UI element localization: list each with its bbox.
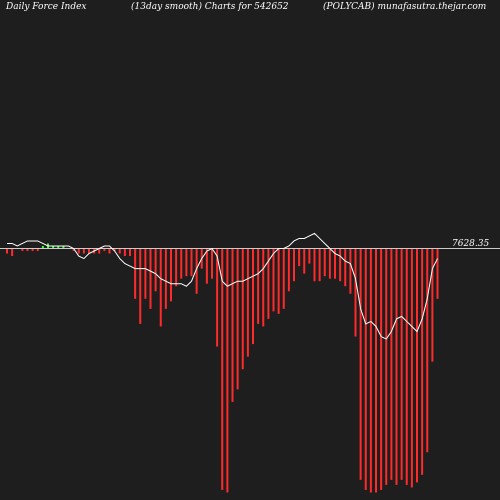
bar bbox=[205, 248, 208, 284]
bar bbox=[175, 248, 178, 287]
bar bbox=[21, 248, 24, 252]
bar bbox=[31, 248, 34, 252]
bar bbox=[323, 248, 326, 277]
bar bbox=[416, 248, 418, 483]
bar bbox=[52, 245, 55, 249]
bar bbox=[98, 248, 101, 254]
bar bbox=[257, 248, 260, 324]
bar bbox=[170, 248, 172, 302]
zero-line-label: 7628.35 bbox=[452, 239, 489, 249]
bar bbox=[380, 248, 383, 490]
header-center: (13day smooth) Charts for 542652 bbox=[131, 2, 289, 12]
bar bbox=[293, 248, 295, 282]
bar bbox=[313, 248, 316, 282]
bar bbox=[426, 248, 429, 453]
bar bbox=[354, 248, 357, 337]
bar bbox=[318, 248, 321, 282]
bar bbox=[282, 248, 285, 309]
chart-header: Daily Force Index (13day smooth) Charts … bbox=[0, 2, 500, 16]
bar bbox=[113, 248, 116, 252]
bar bbox=[108, 248, 111, 254]
bar bbox=[246, 248, 249, 357]
bar bbox=[211, 248, 213, 279]
bar bbox=[375, 248, 377, 493]
bar bbox=[41, 245, 44, 249]
bar bbox=[185, 248, 188, 277]
bar bbox=[159, 248, 162, 327]
bar bbox=[88, 248, 90, 254]
header-right: (POLYCAB) munafasutra.thejar.com bbox=[323, 2, 487, 12]
bar bbox=[364, 248, 367, 490]
bar bbox=[195, 248, 198, 294]
bar bbox=[226, 248, 229, 493]
bar bbox=[57, 245, 60, 249]
bar bbox=[400, 248, 403, 480]
bar bbox=[421, 248, 424, 475]
bar bbox=[62, 245, 65, 249]
bar bbox=[369, 248, 372, 493]
bar bbox=[134, 248, 137, 299]
bar-series bbox=[6, 243, 439, 493]
bar bbox=[11, 248, 14, 257]
bar bbox=[36, 248, 39, 252]
bar bbox=[359, 248, 362, 480]
bar bbox=[334, 248, 336, 279]
bar bbox=[262, 248, 265, 327]
bar bbox=[149, 248, 152, 309]
bar bbox=[272, 248, 275, 312]
bar bbox=[241, 248, 244, 370]
bar bbox=[349, 248, 352, 294]
bar bbox=[103, 248, 106, 252]
bar bbox=[267, 248, 270, 319]
bar bbox=[82, 248, 85, 254]
bar bbox=[395, 248, 398, 485]
bar bbox=[385, 248, 388, 485]
bar bbox=[144, 248, 147, 299]
bar bbox=[180, 248, 183, 279]
bar bbox=[26, 248, 29, 252]
bar bbox=[190, 248, 193, 277]
bar bbox=[164, 248, 167, 309]
bar bbox=[303, 248, 306, 274]
bar bbox=[298, 248, 301, 267]
bar bbox=[277, 248, 280, 314]
bar bbox=[72, 248, 75, 252]
bar bbox=[287, 248, 290, 292]
bar bbox=[6, 248, 8, 254]
bar bbox=[431, 248, 434, 362]
bar bbox=[118, 248, 121, 254]
bar bbox=[339, 248, 342, 282]
bar bbox=[390, 248, 393, 480]
bar bbox=[231, 248, 234, 402]
bar bbox=[123, 248, 126, 257]
bar bbox=[216, 248, 219, 347]
bar bbox=[328, 248, 331, 279]
header-left: Daily Force Index bbox=[6, 2, 87, 12]
bar bbox=[436, 248, 439, 299]
bar bbox=[410, 248, 413, 488]
bar bbox=[344, 248, 347, 287]
bar bbox=[236, 248, 239, 390]
bar bbox=[252, 248, 254, 345]
smooth-line bbox=[7, 232, 438, 340]
bar bbox=[308, 248, 311, 264]
bar bbox=[139, 248, 142, 324]
bar bbox=[221, 248, 224, 490]
bar bbox=[405, 248, 408, 485]
bar bbox=[154, 248, 157, 292]
bar bbox=[129, 248, 131, 257]
bar bbox=[77, 248, 80, 254]
